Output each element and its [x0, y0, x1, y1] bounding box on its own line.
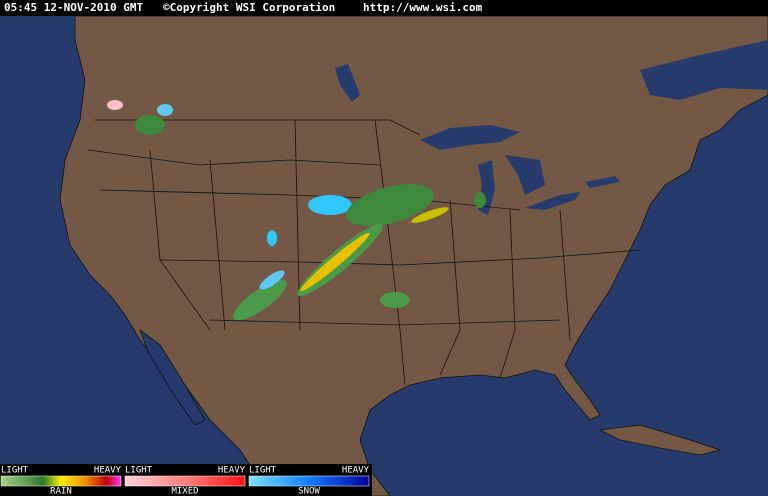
legend-light: LIGHT [249, 466, 277, 476]
legend-heavy: HEAVY [94, 466, 122, 476]
legend-heavy: HEAVY [218, 466, 246, 476]
timestamp: 05:45 12-NOV-2010 GMT [4, 1, 143, 14]
radar-echoes [107, 100, 486, 321]
legend-light: LIGHT [1, 466, 29, 476]
lake-ontario [585, 176, 620, 188]
legend-label: SNOW [298, 487, 320, 496]
lake-winnipeg [335, 64, 360, 102]
legend-label: MIXED [171, 487, 198, 496]
legend-scale [248, 475, 370, 487]
lake-erie [525, 192, 580, 210]
legend-scale [124, 475, 246, 487]
legend-light: LIGHT [125, 466, 153, 476]
lake-huron [505, 155, 545, 195]
lake-superior [420, 125, 520, 150]
copyright: ©Copyright WSI Corporation [163, 1, 335, 14]
borders [87, 119, 641, 386]
legend-heavy: HEAVY [342, 466, 370, 476]
header-bar [0, 0, 768, 16]
url: http://www.wsi.com [363, 1, 483, 14]
cuba [598, 424, 722, 456]
gulf-st-lawrence [640, 40, 768, 100]
legend-scale [0, 475, 122, 487]
land [59, 15, 768, 496]
baja [139, 328, 206, 426]
legend-label: RAIN [50, 487, 72, 496]
